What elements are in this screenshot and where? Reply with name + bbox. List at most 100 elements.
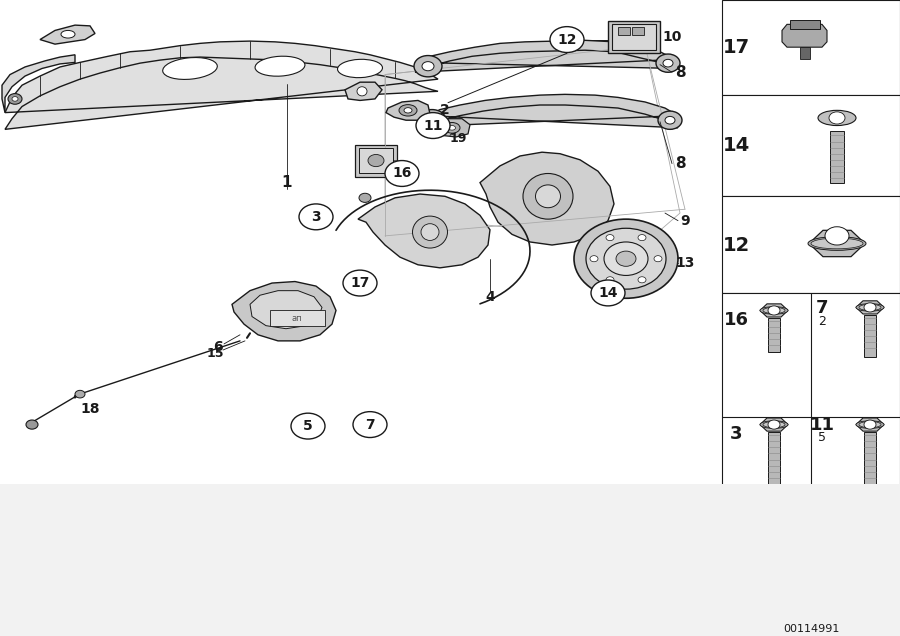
Text: 14: 14	[723, 136, 750, 155]
Circle shape	[616, 251, 636, 266]
Text: 7: 7	[815, 299, 828, 317]
Circle shape	[746, 588, 782, 615]
Polygon shape	[837, 550, 870, 562]
Circle shape	[658, 111, 682, 129]
Bar	[790, 20, 820, 29]
Circle shape	[353, 411, 387, 438]
Circle shape	[418, 109, 446, 131]
Ellipse shape	[61, 31, 75, 38]
Polygon shape	[5, 41, 438, 129]
Ellipse shape	[818, 110, 856, 125]
Circle shape	[279, 297, 315, 324]
Bar	[359, 148, 393, 174]
Ellipse shape	[859, 305, 881, 310]
Bar	[0, 0, 722, 484]
Text: 00114991: 00114991	[783, 625, 839, 634]
Bar	[830, 131, 844, 183]
Circle shape	[654, 256, 662, 262]
Text: 8: 8	[675, 156, 685, 171]
Polygon shape	[40, 25, 95, 44]
Bar	[800, 47, 810, 59]
Ellipse shape	[859, 422, 881, 427]
Polygon shape	[386, 100, 430, 120]
Polygon shape	[345, 82, 382, 100]
Bar	[612, 24, 656, 50]
Circle shape	[825, 227, 849, 245]
Circle shape	[385, 160, 419, 186]
Polygon shape	[777, 546, 872, 577]
Text: 1: 1	[282, 175, 292, 190]
Ellipse shape	[444, 123, 460, 133]
Text: 2: 2	[818, 315, 826, 328]
Polygon shape	[730, 560, 894, 616]
Circle shape	[586, 228, 666, 289]
Ellipse shape	[808, 237, 866, 251]
Text: 3: 3	[730, 425, 742, 443]
Text: 5: 5	[303, 419, 313, 433]
Circle shape	[604, 242, 648, 275]
Ellipse shape	[412, 216, 447, 248]
Text: 16: 16	[392, 167, 411, 181]
Ellipse shape	[448, 125, 455, 130]
Polygon shape	[250, 291, 322, 329]
Circle shape	[665, 116, 675, 124]
Text: 9: 9	[680, 214, 689, 228]
Ellipse shape	[811, 238, 863, 249]
Text: 6: 6	[213, 340, 223, 354]
Bar	[748, 623, 874, 636]
Circle shape	[663, 59, 673, 67]
Bar	[632, 27, 644, 35]
Text: 19: 19	[449, 132, 467, 145]
Text: 2: 2	[440, 103, 450, 117]
Ellipse shape	[856, 303, 884, 311]
Text: 17: 17	[723, 38, 750, 57]
Ellipse shape	[255, 56, 305, 76]
Circle shape	[756, 595, 772, 607]
Ellipse shape	[856, 421, 884, 429]
Bar	[722, 293, 900, 540]
Ellipse shape	[357, 86, 367, 96]
Text: 16: 16	[724, 310, 749, 329]
Polygon shape	[434, 119, 470, 137]
Circle shape	[862, 595, 878, 607]
Polygon shape	[415, 40, 675, 73]
Polygon shape	[809, 230, 865, 257]
Text: 4: 4	[485, 290, 495, 304]
Circle shape	[606, 235, 614, 240]
Bar	[355, 144, 397, 177]
Circle shape	[574, 219, 678, 298]
Circle shape	[829, 112, 845, 124]
Bar	[768, 318, 780, 352]
Text: 18: 18	[80, 403, 100, 417]
Ellipse shape	[163, 57, 217, 80]
Text: 11: 11	[809, 415, 834, 434]
Circle shape	[591, 280, 625, 306]
Circle shape	[768, 306, 780, 315]
Circle shape	[414, 55, 442, 77]
Circle shape	[426, 116, 438, 125]
Polygon shape	[760, 304, 788, 317]
Circle shape	[656, 54, 680, 73]
Polygon shape	[480, 152, 614, 245]
Bar	[768, 432, 780, 501]
Text: 14: 14	[598, 286, 617, 300]
Ellipse shape	[536, 185, 561, 208]
Circle shape	[291, 413, 325, 439]
Circle shape	[359, 193, 371, 202]
Ellipse shape	[421, 224, 439, 240]
Bar	[722, 0, 900, 95]
Circle shape	[768, 420, 780, 429]
Polygon shape	[856, 301, 884, 314]
Ellipse shape	[338, 59, 382, 78]
Bar	[270, 310, 325, 326]
Polygon shape	[2, 55, 75, 113]
Bar	[722, 197, 900, 293]
Circle shape	[26, 420, 38, 429]
Polygon shape	[856, 418, 884, 431]
Text: 3: 3	[311, 210, 320, 224]
Circle shape	[368, 155, 384, 167]
Circle shape	[299, 204, 333, 230]
Bar	[722, 540, 900, 636]
Ellipse shape	[763, 307, 785, 314]
Bar	[864, 432, 876, 493]
